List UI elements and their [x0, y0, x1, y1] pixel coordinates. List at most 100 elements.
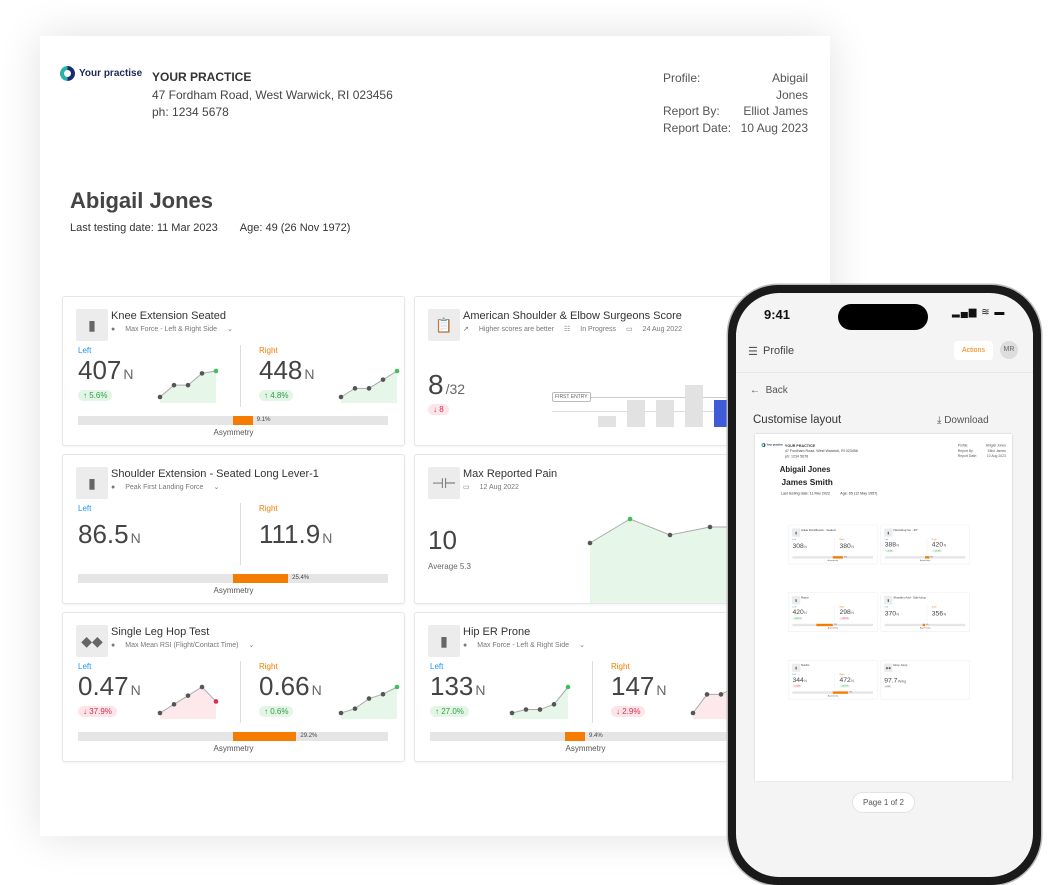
trend-sparkline — [508, 679, 572, 719]
asymmetry-fill — [833, 691, 848, 693]
machine-icon: ▮ — [76, 467, 108, 499]
actions-button[interactable]: Actions — [954, 341, 993, 360]
left-value: 420N — [792, 608, 806, 616]
left-label: Left — [430, 662, 443, 671]
pain-point — [588, 541, 593, 546]
divider — [240, 503, 241, 565]
info-icon: ● — [111, 484, 115, 491]
asymmetry-caption: Asymmetry — [63, 744, 404, 753]
card-title: Razor — [801, 596, 809, 599]
test-card[interactable]: ▮Hamstring Iso - 30°Left 388N↑ 4.3%Right… — [881, 525, 970, 564]
sparkline-point — [719, 692, 724, 697]
app-header: ☰ Profile Actions MR — [736, 333, 1033, 373]
first-entry-label: FIRST ENTRY — [552, 392, 591, 402]
logo-icon — [60, 66, 75, 81]
sparkline-point — [691, 711, 696, 716]
right-label: Right — [932, 606, 937, 608]
right-label: Right — [259, 346, 278, 355]
download-button[interactable]: ⤓ Download — [937, 415, 989, 426]
sparkline-point — [186, 693, 191, 698]
page-indicator: Page 1 of 2 — [852, 792, 915, 813]
avatar[interactable]: MR — [1000, 341, 1018, 359]
left-change-badge: ↓ 37.9% — [78, 706, 117, 717]
asymmetry-bar: 27% — [792, 691, 873, 693]
score-value: 8/32 — [428, 369, 465, 401]
left-change-badge: ↓ 7.5% — [792, 685, 801, 688]
card-title: Shoulder Add - Side lying — [893, 596, 925, 599]
right-label: Right — [840, 538, 845, 540]
back-button[interactable]: ← Back — [750, 385, 788, 396]
chevron-down-icon: ⌄ — [248, 641, 254, 649]
metric-select[interactable]: ●Max Force - Left & Right Side⌄ — [463, 641, 585, 649]
menu-icon[interactable]: ☰ — [748, 345, 758, 358]
sparkline-point — [158, 711, 163, 716]
sparkline-point — [566, 685, 571, 690]
right-value: 356N — [932, 610, 946, 618]
asymmetry-fill — [565, 732, 585, 741]
test-card[interactable]: ◆◆Single Leg Hop Test●Max Mean RSI (Flig… — [62, 612, 405, 762]
page-heading: Customise layout — [753, 414, 841, 426]
status-time: 9:41 — [764, 307, 790, 322]
chevron-down-icon: ⌄ — [579, 641, 585, 649]
right-change-badge: ↓ 2.9% — [611, 706, 645, 717]
sparkline-point — [538, 707, 543, 712]
metric-select[interactable]: ●Max Force - Left & Right Side⌄ — [111, 325, 233, 333]
card-title: Shoulder Extension - Seated Long Lever-1 — [111, 468, 319, 480]
asymmetry-value: 4% — [926, 624, 928, 626]
logo-text: Your practise — [766, 444, 782, 447]
metric-select[interactable]: ●Max Mean RSI (Flight/Contact Time)⌄ — [111, 641, 254, 649]
right-value: 420N — [932, 540, 946, 548]
test-card[interactable]: ▮Hip ER Prone●Max Force - Left & Right S… — [414, 612, 757, 762]
machine-icon: ▮ — [792, 664, 800, 672]
trend-sparkline — [337, 679, 401, 719]
sparkline-point — [339, 395, 344, 400]
asymmetry-caption: Asymmetry — [415, 744, 756, 753]
machine-icon: ▮ — [792, 596, 800, 604]
metric-select[interactable]: ●Peak First Landing Force⌄ — [111, 483, 219, 491]
machine-icon: ▮ — [884, 596, 892, 604]
test-card[interactable]: ▮Knee Extension Seated●Max Force - Left … — [62, 296, 405, 446]
asymmetry-bar: 25.4% — [78, 574, 388, 583]
meta-label: Report Date: — [663, 120, 738, 137]
practice-phone: ph: 1234 5678 — [785, 454, 858, 459]
right-label: Right — [611, 662, 630, 671]
left-label: Left — [78, 346, 91, 355]
test-card[interactable]: 📋American Shoulder & Elbow Surgeons Scor… — [414, 296, 757, 446]
left-change-badge: ↑ 5.6% — [78, 390, 112, 401]
asymmetry-value: 9.1% — [257, 417, 271, 423]
practice-phone: ph: 1234 5678 — [152, 104, 393, 122]
asymmetry-fill — [233, 732, 296, 741]
change-badge: 0.0% — [884, 685, 891, 688]
dynamic-island — [838, 304, 928, 330]
asymmetry-bar: 9.4% — [430, 732, 740, 741]
test-card[interactable]: ▮Shoulder Extension - Seated Long Lever-… — [62, 454, 405, 604]
info-icon: ● — [463, 642, 467, 649]
asymmetry-bar: 18% — [792, 556, 873, 558]
asymmetry-value: 9.4% — [589, 733, 603, 739]
right-change-badge: ↓ 28.7% — [840, 617, 850, 620]
card-title: Knee Extension Seated — [111, 310, 226, 322]
asymmetry-bar: 29.2% — [78, 732, 388, 741]
asymmetry-fill — [925, 556, 930, 558]
test-card[interactable]: ⊣⊢Max Reported Pain▭12 Aug 2022 10 Avera… — [414, 454, 757, 604]
info-icon: ● — [111, 642, 115, 649]
machine-icon: ▮ — [884, 528, 892, 536]
asymmetry-caption: Asymmetry — [881, 627, 970, 629]
asymmetry-value: 8% — [931, 556, 933, 558]
sparkline-point — [367, 386, 372, 391]
asymmetry-caption: Asymmetry — [789, 559, 878, 561]
trend-sparkline — [156, 679, 220, 719]
card-title: Single Leg Hop Test — [111, 626, 209, 638]
